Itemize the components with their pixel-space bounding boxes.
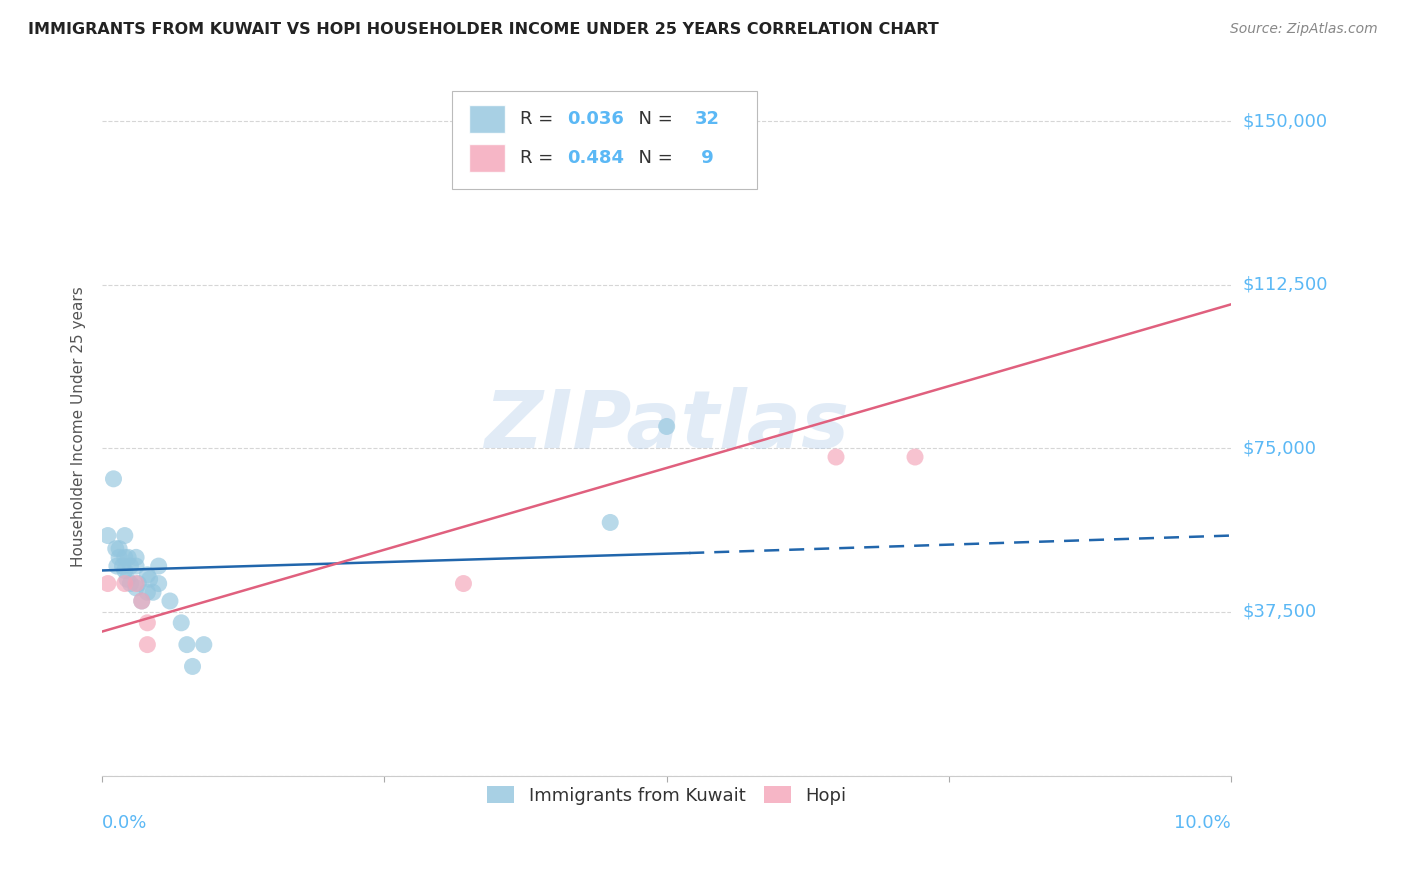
Point bbox=[127, 576, 149, 591]
Text: 32: 32 bbox=[695, 111, 720, 128]
Point bbox=[159, 594, 181, 608]
Point bbox=[181, 659, 204, 673]
Point bbox=[120, 576, 142, 591]
Point bbox=[176, 638, 198, 652]
Point bbox=[125, 559, 148, 574]
Point bbox=[131, 594, 153, 608]
Text: N =: N = bbox=[627, 111, 679, 128]
Point bbox=[108, 541, 131, 556]
Text: 0.0%: 0.0% bbox=[103, 814, 148, 832]
Point bbox=[105, 559, 128, 574]
Point bbox=[170, 615, 193, 630]
Point bbox=[114, 550, 136, 565]
Point bbox=[655, 419, 678, 434]
Text: R =: R = bbox=[520, 111, 560, 128]
Point bbox=[117, 550, 139, 565]
Text: $150,000: $150,000 bbox=[1243, 112, 1327, 130]
FancyBboxPatch shape bbox=[453, 91, 756, 189]
Text: $75,000: $75,000 bbox=[1243, 439, 1316, 458]
Text: $112,500: $112,500 bbox=[1243, 276, 1327, 293]
Legend: Immigrants from Kuwait, Hopi: Immigrants from Kuwait, Hopi bbox=[479, 779, 853, 812]
Point bbox=[97, 528, 120, 542]
Point bbox=[114, 564, 136, 578]
Point bbox=[120, 559, 142, 574]
Point bbox=[97, 576, 120, 591]
FancyBboxPatch shape bbox=[470, 105, 505, 133]
Point bbox=[904, 450, 927, 464]
Point bbox=[125, 581, 148, 595]
Point bbox=[142, 585, 165, 599]
Point bbox=[111, 559, 134, 574]
Point bbox=[104, 541, 127, 556]
Text: 9: 9 bbox=[695, 149, 714, 167]
Point bbox=[136, 567, 159, 582]
Text: 0.036: 0.036 bbox=[568, 111, 624, 128]
Point bbox=[125, 576, 148, 591]
Text: 0.484: 0.484 bbox=[568, 149, 624, 167]
Point bbox=[148, 576, 170, 591]
Point bbox=[148, 559, 170, 574]
Point bbox=[136, 615, 159, 630]
Text: 10.0%: 10.0% bbox=[1174, 814, 1232, 832]
Point bbox=[599, 516, 621, 530]
Point bbox=[125, 550, 148, 565]
Point bbox=[193, 638, 215, 652]
Point bbox=[138, 572, 160, 586]
Text: ZIPatlas: ZIPatlas bbox=[484, 387, 849, 466]
Text: Source: ZipAtlas.com: Source: ZipAtlas.com bbox=[1230, 22, 1378, 37]
Point bbox=[453, 576, 475, 591]
Point bbox=[114, 576, 136, 591]
Y-axis label: Householder Income Under 25 years: Householder Income Under 25 years bbox=[72, 286, 86, 566]
Point bbox=[131, 594, 153, 608]
Text: $37,500: $37,500 bbox=[1243, 603, 1316, 621]
FancyBboxPatch shape bbox=[470, 144, 505, 171]
Text: R =: R = bbox=[520, 149, 560, 167]
Point bbox=[115, 572, 138, 586]
Point bbox=[103, 472, 125, 486]
Point bbox=[108, 550, 131, 565]
Point bbox=[136, 638, 159, 652]
Point bbox=[136, 585, 159, 599]
Text: N =: N = bbox=[627, 149, 679, 167]
Text: IMMIGRANTS FROM KUWAIT VS HOPI HOUSEHOLDER INCOME UNDER 25 YEARS CORRELATION CHA: IMMIGRANTS FROM KUWAIT VS HOPI HOUSEHOLD… bbox=[28, 22, 939, 37]
Point bbox=[825, 450, 848, 464]
Point bbox=[114, 528, 136, 542]
